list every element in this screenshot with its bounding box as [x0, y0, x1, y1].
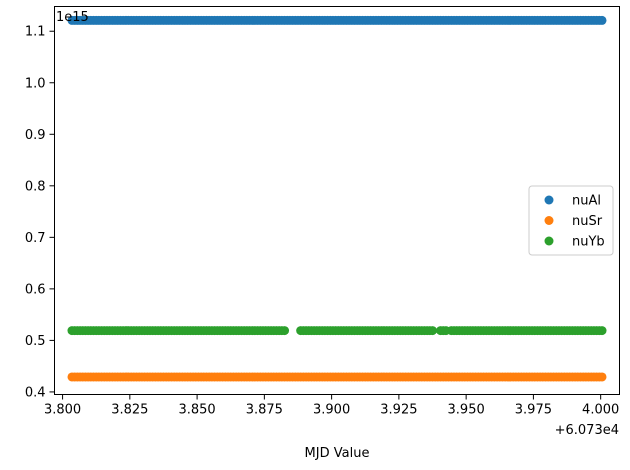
y-axis-ticks: 0.4 0.5 0.6 0.7 0.8 0.9 1.0 1.1 [25, 25, 55, 400]
data-point [280, 326, 290, 336]
x-tick-label: 3.825 [111, 403, 148, 418]
x-tick-label: 3.925 [380, 403, 417, 418]
points-layer [67, 15, 607, 382]
x-offset-label: +6.073e4 [555, 423, 619, 438]
y-tick-label: 1.0 [25, 76, 46, 91]
x-tick-label: 3.900 [313, 403, 350, 418]
legend-marker-nuSr [544, 216, 554, 225]
series-nuAl [67, 15, 607, 25]
x-tick-label: 3.975 [515, 403, 552, 418]
legend-label-nuAl: nuAl [572, 194, 601, 209]
x-axis-ticks: 3.800 3.825 3.850 3.875 3.900 3.925 3.950 3.975… [44, 394, 619, 418]
legend-marker-nuYb [544, 236, 554, 246]
y-scale-label: 1e15 [56, 10, 89, 25]
series-nuSr [67, 372, 607, 382]
data-point [597, 15, 607, 25]
data-point [428, 326, 438, 336]
x-tick-label: 3.950 [448, 403, 485, 418]
x-axis-label: MJD Value [305, 446, 370, 461]
plot-frame [54, 6, 620, 395]
y-tick-label: 0.6 [25, 282, 46, 297]
y-tick-label: 1.1 [25, 25, 46, 40]
x-tick-label: 3.850 [178, 403, 215, 418]
y-tick-label: 0.4 [25, 385, 46, 400]
legend-label-nuYb: nuYb [572, 235, 605, 250]
y-tick-label: 0.5 [25, 334, 46, 349]
x-tick-label: 3.800 [44, 403, 81, 418]
data-point [597, 372, 607, 382]
series-nuYb [67, 326, 607, 336]
x-tick-label: 4.000 [582, 403, 619, 418]
legend-marker-nuAl [544, 195, 554, 205]
y-tick-label: 0.8 [25, 179, 46, 194]
legend: nuAl nuSr nuYb [528, 185, 614, 256]
x-tick-label: 3.875 [246, 403, 283, 418]
y-tick-label: 0.9 [25, 128, 46, 143]
y-tick-label: 0.7 [25, 231, 46, 246]
data-point [597, 326, 607, 336]
legend-label-nuSr: nuSr [572, 214, 603, 229]
